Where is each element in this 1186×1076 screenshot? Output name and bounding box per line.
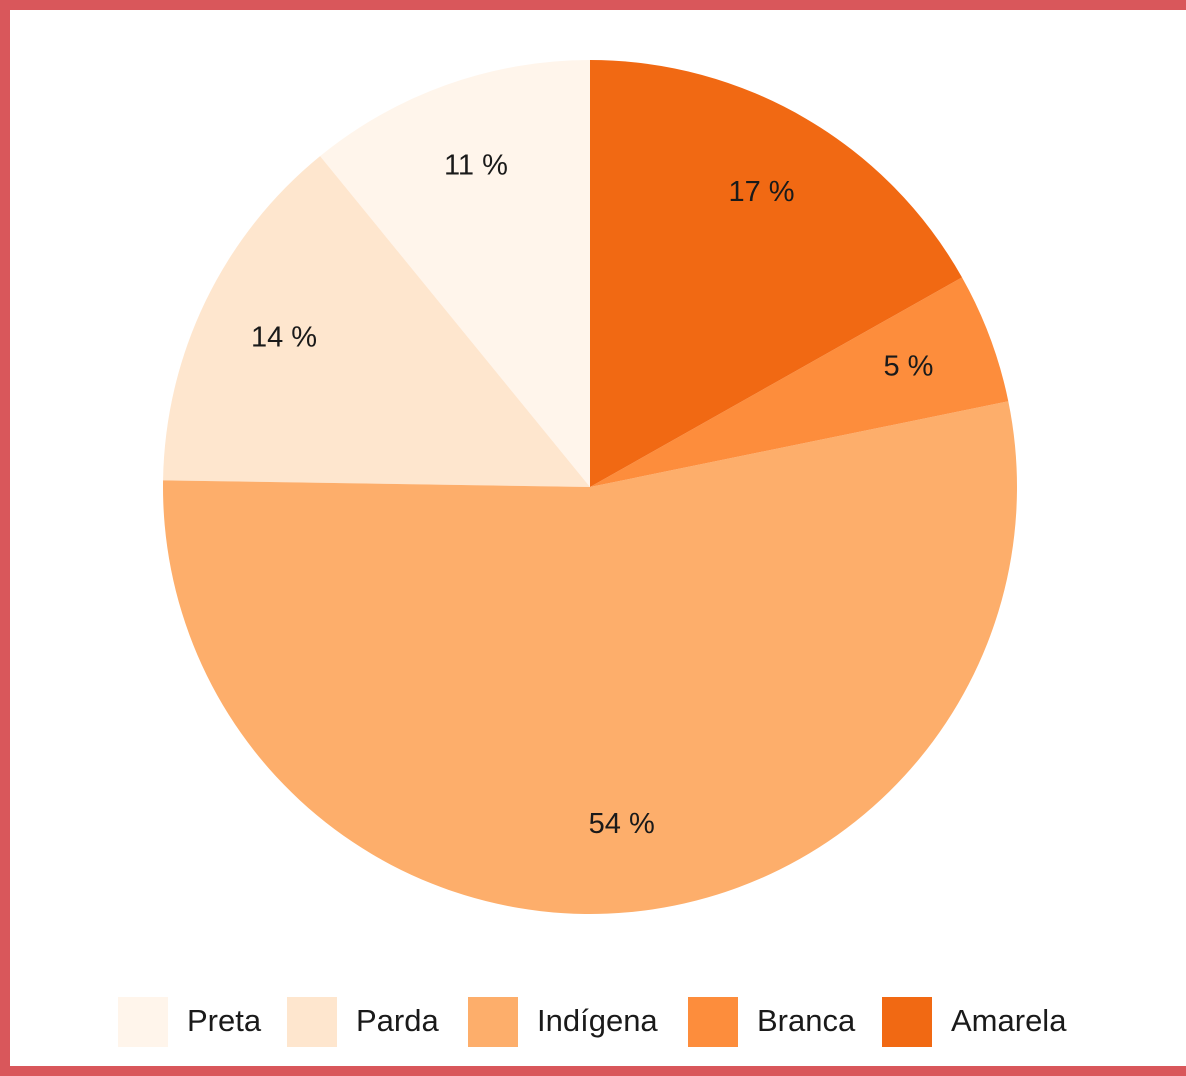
legend-label: Indígena	[537, 1003, 658, 1038]
legend-swatch	[688, 997, 738, 1047]
pie-slice	[590, 60, 962, 487]
legend-swatch	[118, 997, 168, 1047]
pie-slice	[163, 401, 1018, 915]
data-label: 54 %	[589, 808, 655, 840]
data-label: 17 %	[728, 176, 794, 208]
pie-slice	[590, 277, 1009, 487]
pie-slice	[320, 60, 590, 487]
legend-label: Branca	[757, 1003, 856, 1038]
legend-swatch	[287, 997, 337, 1047]
legend-label: Preta	[187, 1003, 262, 1038]
legend-label: Parda	[356, 1003, 439, 1038]
legend-swatch	[882, 997, 932, 1047]
legend-swatch	[468, 997, 518, 1047]
data-label: 5 %	[883, 351, 933, 383]
data-label: 11 %	[444, 149, 508, 181]
legend-label: Amarela	[951, 1003, 1067, 1038]
pie-slice	[163, 156, 590, 487]
data-label: 14 %	[251, 321, 317, 353]
